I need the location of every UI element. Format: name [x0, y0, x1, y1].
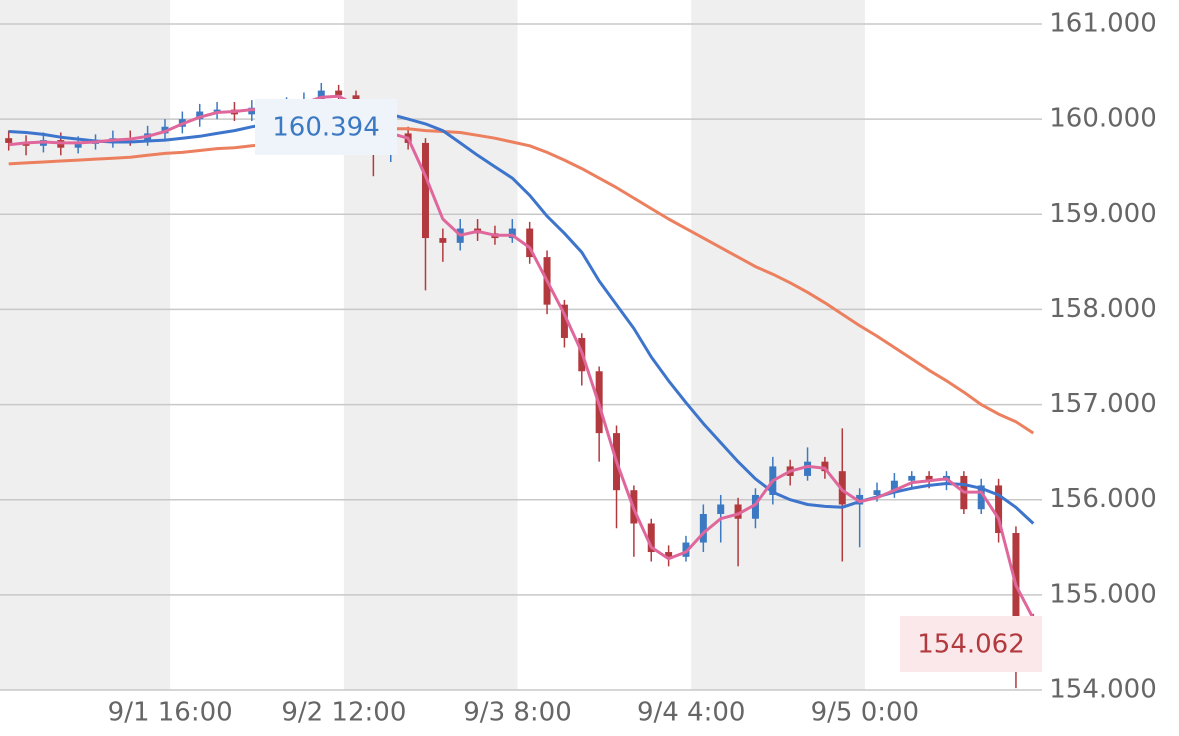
session-bands [0, 0, 865, 690]
candle-body [925, 475, 933, 481]
y-tick-label: 154.000 [1049, 675, 1157, 705]
candle-body [734, 504, 742, 519]
x-tick-label: 9/3 8:00 [463, 698, 572, 728]
candle-body [856, 494, 864, 505]
x-tick-label: 9/4 4:00 [637, 698, 746, 728]
candle-body [995, 485, 1003, 534]
price-label-box [900, 616, 1042, 672]
candle-body [74, 143, 82, 148]
candle-body [526, 228, 534, 258]
candle-body [908, 475, 916, 481]
candle-body [682, 542, 690, 557]
candle-body [439, 238, 447, 243]
price-label-box [255, 99, 397, 155]
candle-body [717, 504, 725, 514]
candle-body [421, 142, 429, 239]
candle-body [873, 490, 881, 495]
candle-body [317, 90, 325, 101]
candle-body [335, 90, 343, 96]
y-tick-label: 156.000 [1049, 484, 1157, 514]
candle-body [196, 111, 204, 120]
y-tick-label: 158.000 [1049, 294, 1157, 324]
price-label: 160.394 [272, 113, 380, 143]
moving-average-line [8, 94, 1035, 620]
grid [0, 23, 1042, 691]
y-tick-label: 160.000 [1049, 104, 1157, 134]
candle-body [699, 513, 707, 543]
candle-body [665, 552, 673, 557]
x-tick-label: 9/2 12:00 [281, 698, 406, 728]
session-band [691, 0, 865, 690]
labels: 154.000 155.000 156.000 157.000 158.000 159.0… [108, 9, 1157, 728]
candle-body [804, 461, 812, 476]
candle-body [821, 461, 829, 472]
candle-body [890, 480, 898, 491]
y-tick-label: 159.000 [1049, 199, 1157, 229]
candle-body [508, 228, 516, 239]
candle-body [213, 109, 221, 112]
session-band [0, 0, 171, 690]
candle-body [977, 485, 985, 510]
x-tick-label: 9/1 16:00 [108, 698, 233, 728]
moving-average-line [8, 127, 1035, 435]
candle-body [5, 138, 13, 143]
x-tick-label: 9/5 0:00 [811, 698, 920, 728]
candle-body [647, 523, 655, 553]
candle-body [560, 304, 568, 338]
y-tick-label: 157.000 [1049, 389, 1157, 419]
y-tick-label: 161.000 [1049, 9, 1157, 39]
price-label: 154.062 [917, 630, 1025, 660]
y-tick-label: 155.000 [1049, 579, 1157, 609]
candle-body [751, 494, 759, 519]
